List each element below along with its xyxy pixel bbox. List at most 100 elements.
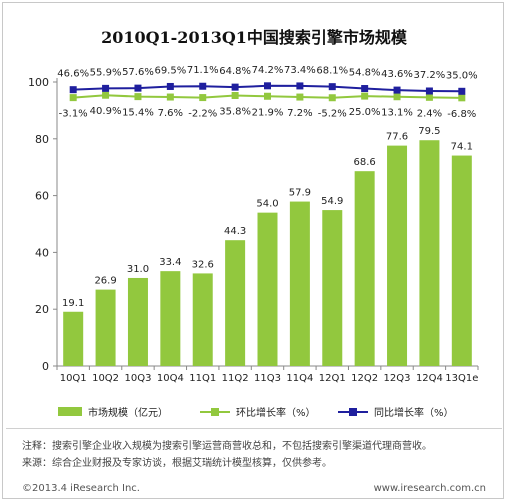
chart-title: 2010Q1-2013Q1中国搜索引擎市场规模 bbox=[101, 28, 407, 47]
yoy-value-label: 37.2% bbox=[414, 70, 446, 81]
qoq-marker bbox=[166, 93, 174, 101]
yoy-value-label: 74.2% bbox=[252, 65, 284, 76]
legend-label-qoq: 环比增长率（%） bbox=[236, 408, 316, 419]
qoq-value-label: 7.2% bbox=[287, 108, 312, 119]
legend-label-market-size: 市场规模（亿元） bbox=[88, 408, 168, 419]
source-line: 来源：综合企业财报及专家访谈，根据艾瑞统计模型核算，仅供参考。 bbox=[22, 458, 332, 469]
legend-item-market-size: 市场规模（亿元） bbox=[58, 404, 168, 419]
yoy-value-label: 73.4% bbox=[284, 65, 316, 76]
y-tick-label: 100 bbox=[28, 76, 49, 89]
bar-value-label: 54.0 bbox=[256, 199, 278, 210]
yoy-value-label: 71.1% bbox=[187, 65, 219, 76]
qoq-marker bbox=[199, 94, 207, 102]
qoq-marker bbox=[328, 94, 336, 102]
qoq-marker bbox=[458, 94, 466, 102]
bar-value-label: 77.6 bbox=[386, 132, 408, 143]
bar-value-label: 31.0 bbox=[127, 264, 149, 275]
yoy-value-label: 64.8% bbox=[219, 66, 251, 77]
y-tick-label: 20 bbox=[35, 303, 49, 316]
yoy-value-label: 69.5% bbox=[154, 65, 186, 76]
legend-item-qoq: 环比增长率（%） bbox=[200, 404, 316, 419]
chart-plot: 0 20 40 60 80 100 19.1 26.9 31.0 33.4 32.6 44.3 54.0… bbox=[28, 65, 479, 384]
bar-value-label: 79.5 bbox=[418, 126, 440, 137]
note-line: 注释：搜索引擎企业收入规模为搜索引擎运营商营收总和，不包括搜索引擎渠道代理商营收… bbox=[22, 441, 432, 452]
yoy-marker bbox=[425, 87, 433, 95]
x-tick-label: 10Q4 bbox=[157, 373, 184, 384]
yoy-marker bbox=[458, 87, 466, 95]
bar-value-label: 32.6 bbox=[192, 259, 214, 270]
bar bbox=[257, 212, 278, 366]
qoq-value-label: -6.8% bbox=[447, 109, 476, 120]
yoy-marker bbox=[264, 82, 271, 90]
x-tick-label: 11Q4 bbox=[286, 373, 313, 384]
qoq-value-label: 35.8% bbox=[219, 107, 251, 118]
qoq-value-label: -3.1% bbox=[59, 109, 88, 120]
bar bbox=[127, 277, 148, 366]
y-tick-label: 0 bbox=[42, 360, 49, 373]
qoq-marker bbox=[296, 93, 304, 101]
legend-item-yoy: 同比增长率（%） bbox=[338, 404, 454, 419]
yoy-value-label: 35.0% bbox=[446, 70, 478, 81]
legend-swatch-qoq bbox=[200, 407, 230, 417]
legend-swatch-bar bbox=[58, 407, 82, 416]
x-tick-label: 12Q3 bbox=[384, 373, 411, 384]
x-tick-label: 13Q1e bbox=[445, 373, 478, 384]
yoy-value-label: 57.6% bbox=[122, 67, 154, 78]
legend-swatch-yoy bbox=[338, 407, 368, 417]
bar-value-label: 26.9 bbox=[94, 276, 116, 287]
x-tick-label: 10Q1 bbox=[60, 373, 87, 384]
yoy-marker bbox=[231, 83, 239, 91]
bar bbox=[192, 273, 213, 366]
x-tick-label: 10Q3 bbox=[124, 373, 151, 384]
qoq-value-label: 25.0% bbox=[349, 107, 381, 118]
bar bbox=[225, 240, 246, 366]
y-tick-label: 60 bbox=[35, 190, 49, 203]
qoq-value-label: -5.2% bbox=[318, 109, 347, 120]
yoy-marker bbox=[328, 83, 336, 91]
yoy-marker bbox=[134, 84, 142, 92]
y-tick-label: 80 bbox=[35, 133, 49, 146]
qoq-marker bbox=[102, 91, 110, 99]
x-tick-label: 12Q4 bbox=[416, 373, 443, 384]
qoq-value-label: 21.9% bbox=[252, 107, 284, 118]
qoq-value-label: 40.9% bbox=[90, 106, 122, 117]
yoy-marker bbox=[102, 84, 110, 92]
bar-value-label: 44.3 bbox=[224, 226, 246, 237]
yoy-value-label: 43.6% bbox=[381, 69, 413, 80]
yoy-marker bbox=[199, 82, 207, 90]
chart-legend: 市场规模（亿元） 环比增长率（%） 同比增长率（%） bbox=[0, 404, 508, 422]
bar-value-label: 54.9 bbox=[321, 196, 343, 207]
yoy-value-label: 54.8% bbox=[349, 68, 381, 79]
x-tick-label: 11Q3 bbox=[254, 373, 281, 384]
copyright-text: ©2013.4 iResearch Inc. bbox=[22, 483, 140, 494]
bar-value-label: 57.9 bbox=[289, 188, 311, 199]
qoq-marker bbox=[393, 93, 401, 101]
qoq-marker bbox=[425, 93, 433, 101]
qoq-marker bbox=[264, 92, 271, 100]
bar bbox=[419, 140, 440, 366]
bar-value-label: 74.1 bbox=[451, 142, 473, 153]
qoq-value-label: 7.6% bbox=[158, 108, 183, 119]
bar bbox=[289, 201, 310, 366]
x-tick-label: 11Q1 bbox=[189, 373, 216, 384]
bar-value-label: 33.4 bbox=[159, 257, 181, 268]
bar-value-label: 68.6 bbox=[354, 157, 376, 168]
yoy-marker bbox=[393, 86, 401, 94]
y-tick-label: 40 bbox=[35, 246, 49, 259]
website-text: www.iresearch.com.cn bbox=[373, 483, 486, 494]
qoq-value-label: 13.1% bbox=[381, 108, 413, 119]
yoy-value-label: 46.6% bbox=[57, 69, 89, 80]
qoq-marker bbox=[231, 92, 239, 100]
yoy-marker bbox=[69, 86, 77, 94]
yoy-marker bbox=[166, 82, 174, 90]
x-tick-label: 12Q1 bbox=[319, 373, 346, 384]
qoq-marker bbox=[134, 93, 142, 101]
qoq-marker bbox=[361, 92, 369, 100]
notes-divider bbox=[6, 428, 502, 429]
legend-label-yoy: 同比增长率（%） bbox=[374, 408, 454, 419]
bar bbox=[322, 210, 343, 366]
qoq-value-label: -2.2% bbox=[188, 109, 217, 120]
x-tick-label: 11Q2 bbox=[222, 373, 249, 384]
bar-value-label: 19.1 bbox=[62, 298, 84, 309]
yoy-marker bbox=[361, 85, 369, 93]
